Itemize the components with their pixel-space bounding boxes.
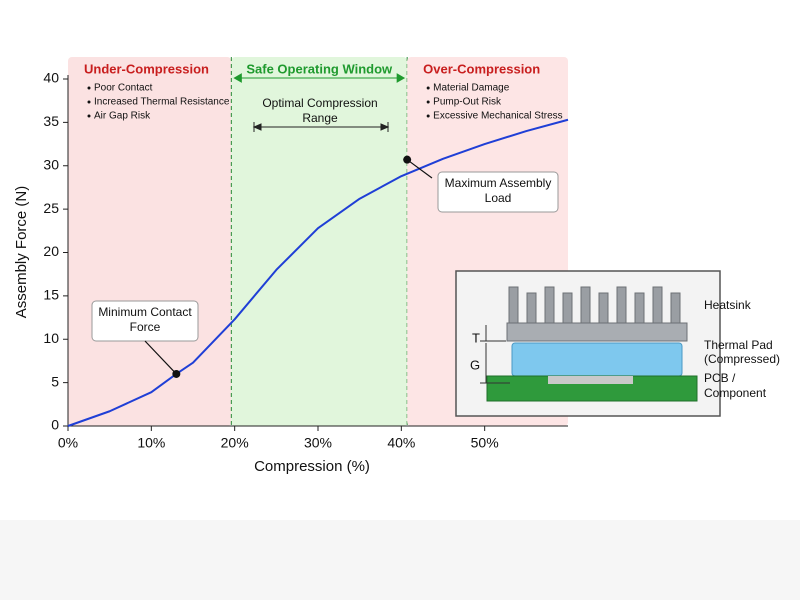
y-tick-label: 15 [43,287,59,303]
inset: T G Heatsink Thermal Pad (Compressed) PC… [455,270,780,417]
inset-label: (Compressed) [704,352,780,366]
range-label: Optimal Compression [262,96,377,110]
region-title: Under-Compression [84,61,209,76]
inset-label: G [470,357,480,372]
y-tick-label: 35 [43,113,59,129]
region-item: Pump-Out Risk [433,97,502,108]
annotation-text: Minimum Contact [98,305,192,319]
annotation-arrow [144,340,177,375]
plot: 0 5 10 15 20 25 30 35 40 0% 10% 20% 30% 40% 50% [43,70,568,451]
x-tick-label: 0% [58,435,78,451]
annotation-text: Maximum Assembly [445,176,552,190]
bullet [426,100,430,104]
annotation-box [437,171,559,213]
range-label: Range [302,111,338,125]
annotation-text: Load [485,191,512,205]
inset-label: Thermal Pad [704,338,773,352]
region-item: Increased Thermal Resistance [94,97,230,108]
annotation-point [403,155,412,164]
x-tick-label: 10% [137,435,165,451]
region-title: Over-Compression [423,61,540,76]
region [231,57,408,426]
y-tick-label: 5 [51,373,59,389]
y-tick-label: 20 [43,243,59,259]
region-item: Material Damage [433,83,510,94]
bullet [87,114,91,118]
inset-label: PCB / [704,371,736,385]
x-tick-label: 40% [387,435,415,451]
bullet [87,86,91,90]
inset-label: Component [704,386,767,400]
footer-band [0,520,800,600]
x-tick-label: 50% [471,435,499,451]
inset-label: T [472,330,480,345]
range-arrow [252,122,390,132]
annotation-arrow [406,159,433,179]
region-item: Excessive Mechanical Stress [433,111,562,122]
bullet [426,114,430,118]
y-axis-label: Assembly Force (N) [13,186,30,319]
x-tick-label: 20% [221,435,249,451]
y-tick-label: 25 [43,200,59,216]
line [67,118,569,427]
y-tick-label: 10 [43,330,59,346]
y-tick-label: 0 [51,417,59,433]
annotation-point [172,369,181,378]
bullet [87,100,91,104]
x-tick-label: 30% [304,435,332,451]
y-tick-label: 40 [43,70,59,86]
region-item: Air Gap Risk [94,111,151,122]
y-tick-label: 30 [43,156,59,172]
region-title: Safe Operating Window [246,61,393,76]
region-arrow [233,73,406,83]
x-axis-label: Compression (%) [254,458,370,475]
annotation-text: Force [130,320,161,334]
inset-label: Heatsink [704,298,752,312]
bullet [426,86,430,90]
region-item: Poor Contact [94,83,153,94]
